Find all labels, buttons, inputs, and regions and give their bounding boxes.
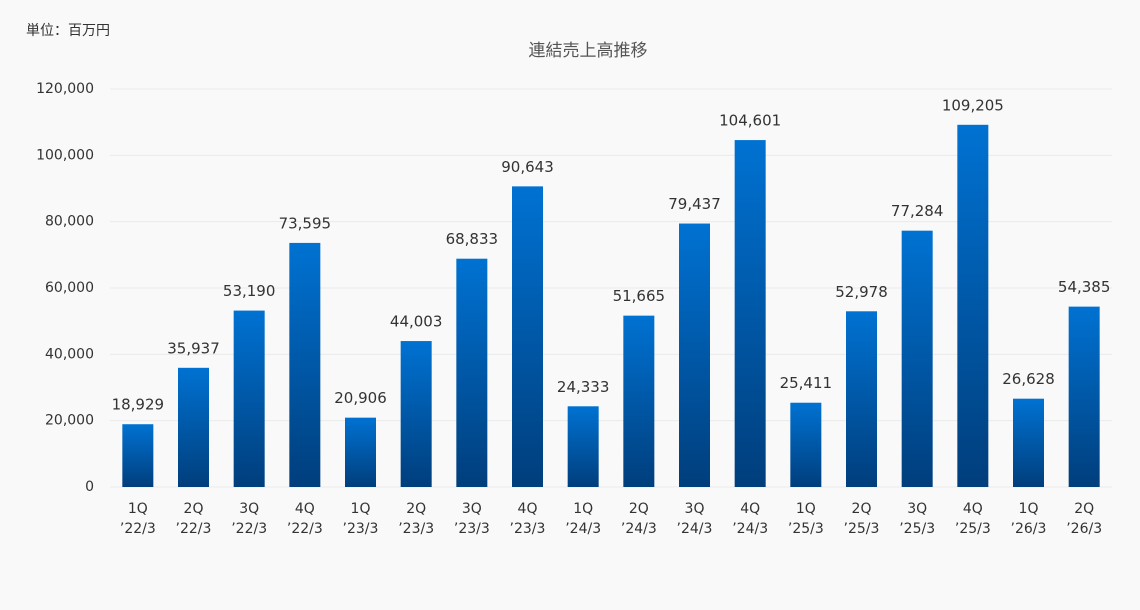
x-tick-label: 1Q xyxy=(796,501,816,517)
x-tick-label: ’25/3 xyxy=(955,521,991,537)
x-tick-label: ’22/3 xyxy=(176,521,212,537)
value-label: 24,333 xyxy=(557,378,610,396)
bar xyxy=(734,140,766,487)
x-tick-label: 4Q xyxy=(518,501,538,517)
x-tick-label: ’26/3 xyxy=(1066,521,1102,537)
value-label: 79,437 xyxy=(668,195,721,213)
value-label: 26,628 xyxy=(1002,370,1055,388)
bar xyxy=(512,186,543,488)
x-tick-label: 4Q xyxy=(740,501,760,517)
value-label: 77,284 xyxy=(891,202,944,220)
bar xyxy=(790,402,822,487)
unit-label: 単位：百万円 xyxy=(26,23,110,39)
x-tick-label: ’22/3 xyxy=(120,521,156,537)
value-label: 35,937 xyxy=(167,339,220,357)
value-label: 20,906 xyxy=(334,389,387,407)
x-tick-label: 3Q xyxy=(462,501,482,517)
x-tick-label: ’23/3 xyxy=(454,521,490,537)
y-tick-label: 80,000 xyxy=(45,214,94,230)
y-tick-label: 20,000 xyxy=(45,413,94,429)
x-tick-label: 2Q xyxy=(852,501,872,517)
bar xyxy=(233,310,265,487)
x-tick-label: ’25/3 xyxy=(899,521,935,537)
x-tick-label: 2Q xyxy=(406,501,426,517)
x-tick-label: ’24/3 xyxy=(621,521,657,537)
bar xyxy=(567,406,599,487)
x-tick-label: 1Q xyxy=(128,501,148,517)
bar xyxy=(456,258,488,487)
x-tick-label: ’24/3 xyxy=(565,521,601,537)
bar xyxy=(1068,306,1100,487)
bar xyxy=(122,424,154,487)
value-label: 52,978 xyxy=(835,283,888,301)
y-tick-label: 40,000 xyxy=(45,346,94,362)
x-tick-label: 2Q xyxy=(1074,501,1094,517)
x-tick-label: 3Q xyxy=(907,501,927,517)
y-tick-label: 120,000 xyxy=(36,81,94,97)
x-tick-label: ’22/3 xyxy=(287,521,323,537)
x-tick-label: 1Q xyxy=(573,501,593,517)
chart-title: 連結売上高推移 xyxy=(529,41,648,61)
bar xyxy=(846,311,877,487)
x-tick-label: 1Q xyxy=(1019,501,1039,517)
x-tick-label: ’25/3 xyxy=(844,521,880,537)
value-label: 44,003 xyxy=(390,313,443,331)
x-tick-label: 3Q xyxy=(239,501,259,517)
x-tick-label: ’26/3 xyxy=(1011,521,1047,537)
x-tick-label: 3Q xyxy=(685,501,705,517)
x-tick-label: ’23/3 xyxy=(398,521,434,537)
value-label: 90,643 xyxy=(501,158,554,176)
bar xyxy=(345,417,376,487)
bar xyxy=(1013,398,1044,487)
bar xyxy=(957,124,989,488)
bar xyxy=(178,367,209,487)
x-tick-label: 4Q xyxy=(295,501,315,517)
x-tick-label: 2Q xyxy=(629,501,649,517)
bar xyxy=(623,315,655,487)
value-label: 68,833 xyxy=(446,230,499,248)
y-tick-label: 0 xyxy=(85,479,94,495)
value-label: 54,385 xyxy=(1058,278,1111,296)
y-tick-label: 100,000 xyxy=(36,147,94,163)
y-tick-label: 60,000 xyxy=(45,280,94,296)
x-tick-label: 2Q xyxy=(184,501,204,517)
bar xyxy=(679,223,710,488)
x-tick-label: ’24/3 xyxy=(677,521,713,537)
x-tick-label: ’24/3 xyxy=(732,521,768,537)
x-tick-label: ’25/3 xyxy=(788,521,824,537)
value-label: 104,601 xyxy=(719,112,781,130)
value-label: 25,411 xyxy=(780,374,833,392)
value-label: 18,929 xyxy=(112,396,165,414)
x-tick-label: 4Q xyxy=(963,501,983,517)
value-label: 53,190 xyxy=(223,282,276,300)
x-tick-label: 1Q xyxy=(351,501,371,517)
x-tick-label: ’22/3 xyxy=(231,521,267,537)
bar xyxy=(289,242,321,487)
value-label: 51,665 xyxy=(613,287,666,305)
bar xyxy=(400,341,432,487)
x-tick-label: ’23/3 xyxy=(343,521,379,537)
x-tick-label: ’23/3 xyxy=(510,521,546,537)
value-label: 73,595 xyxy=(279,214,332,232)
value-label: 109,205 xyxy=(942,96,1004,114)
bar xyxy=(901,230,933,487)
